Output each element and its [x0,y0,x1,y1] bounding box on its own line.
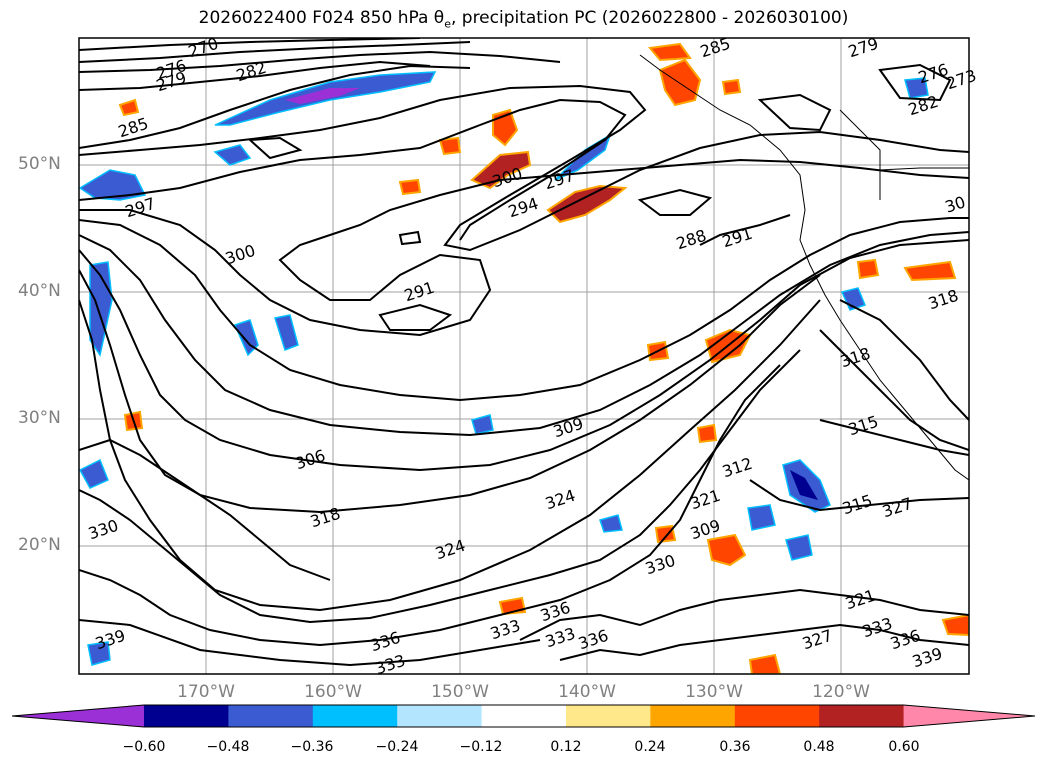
colorbar-tick: −0.24 [375,739,419,755]
map-area [79,38,969,674]
colorbar-tick: 0.60 [888,739,920,755]
colorbar-segment [144,705,229,727]
precip-negative-areas [79,71,929,666]
title-subscript: e [444,17,451,31]
coastlines [639,54,969,481]
lat-label-30n: 30°N [18,408,61,428]
theta-e-contours [79,38,969,667]
colorbar-tick: 0.36 [719,739,751,755]
map-frame [78,37,970,675]
lon-label-120w: 120°W [812,682,870,702]
colorbar [11,704,1036,728]
lon-label-130w: 130°W [685,682,743,702]
lon-label-140w: 140°W [558,682,616,702]
colorbar-outline [11,704,1036,728]
colorbar-segment [734,705,820,727]
title-text: 2026022400 F024 850 hPa θ [198,8,445,28]
lat-label-50n: 50°N [18,154,61,174]
lon-label-170w: 170°W [177,682,235,702]
colorbar-segment [819,705,905,727]
colorbar-segment [481,705,567,727]
colorbar-tick: 0.24 [634,739,666,755]
lat-label-40n: 40°N [18,281,61,301]
colorbar-extend-max [903,705,1035,727]
colorbar-tick: −0.36 [290,739,334,755]
colorbar-segment [312,705,398,727]
lon-label-150w: 150°W [431,682,489,702]
colorbar-tick: −0.48 [206,739,250,755]
map-title: 2026022400 F024 850 hPa θe, precipitatio… [0,8,1047,30]
colorbar-segment [397,705,483,727]
colorbar-tick: −0.60 [122,739,166,755]
colorbar-tick: −0.12 [459,739,503,755]
lon-label-160w: 160°W [304,682,362,702]
colorbar-tick: 0.12 [550,739,582,755]
colorbar-segment [228,705,314,727]
colorbar-extend-min [12,705,144,727]
lat-label-20n: 20°N [18,535,61,555]
colorbar-segment [566,705,651,727]
graticule [79,38,969,674]
colorbar-tick: 0.48 [803,739,835,755]
title-text-rest: , precipitation PC (2026022800 - 2026030… [450,8,849,28]
colorbar-segment [650,705,736,727]
